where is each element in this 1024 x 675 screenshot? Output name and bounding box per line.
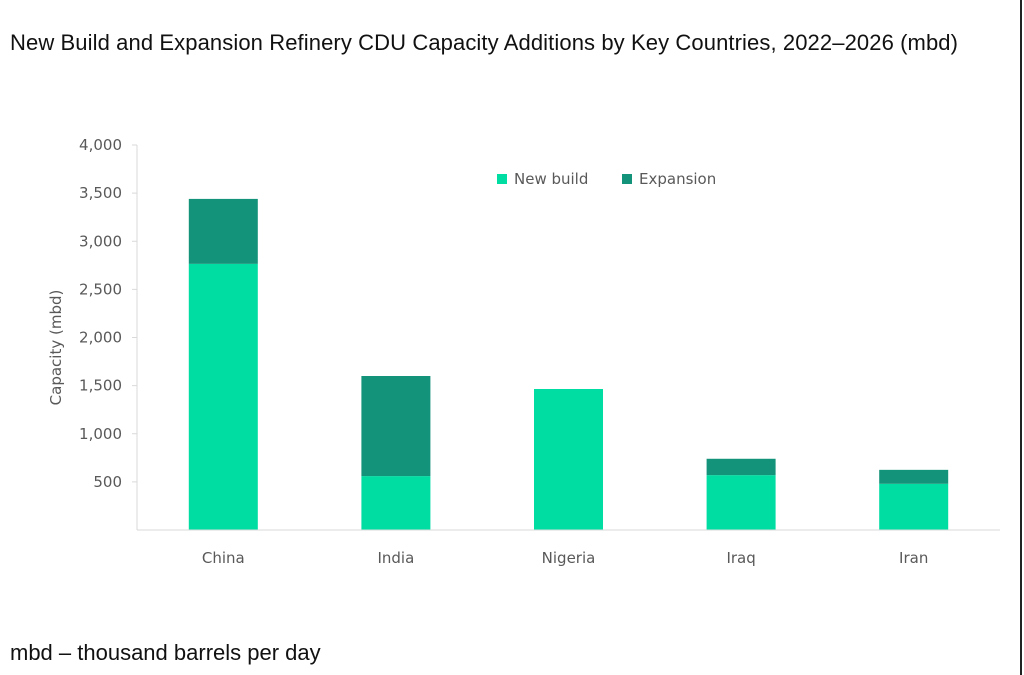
x-axis: China India Nigeria Iraq Iran [137, 529, 1000, 567]
x-tick-label-nigeria: Nigeria [542, 549, 596, 567]
x-tick-label-india: India [377, 549, 414, 567]
x-tick-label-china: China [202, 549, 245, 567]
stacked-bar-chart: 500 1,000 1,500 2,000 2,500 3,000 3,500 4,000 C… [47, 136, 1000, 567]
legend-swatch-new-build [497, 174, 507, 184]
x-tick-label-iran: Iran [899, 549, 928, 567]
bar-india-new-build [361, 476, 431, 530]
y-tick-label: 2,500 [79, 280, 122, 298]
bar-china-new-build [188, 263, 258, 530]
y-tick-label: 3,500 [79, 184, 122, 202]
bar-iraq-expansion [706, 458, 776, 476]
y-tick-label: 2,000 [79, 329, 122, 347]
y-tick-label: 1,000 [79, 425, 122, 443]
bar-iran-expansion [879, 469, 949, 484]
bar-iraq-new-build [706, 475, 776, 530]
legend-label-new-build: New build [514, 170, 588, 188]
legend-label-expansion: Expansion [639, 170, 716, 188]
y-tick-label: 3,000 [79, 232, 122, 250]
bar-iran-new-build [879, 483, 949, 530]
footnote: mbd – thousand barrels per day [10, 640, 321, 665]
legend-swatch-expansion [622, 174, 632, 184]
frame-border [1020, 0, 1022, 675]
y-tick-label: 4,000 [79, 136, 122, 154]
bars [188, 198, 949, 530]
legend: New build Expansion [497, 170, 716, 188]
bar-china-expansion [188, 198, 258, 264]
x-tick-label-iraq: Iraq [726, 549, 755, 567]
y-tick-label: 1,500 [79, 377, 122, 395]
y-axis-title: Capacity (mbd) [47, 290, 65, 406]
y-axis: 500 1,000 1,500 2,000 2,500 3,000 3,500 4,000 [79, 136, 138, 530]
chart-title: New Build and Expansion Refinery CDU Cap… [10, 30, 959, 55]
y-tick-label: 500 [93, 473, 122, 491]
bar-nigeria-new-build [534, 388, 603, 530]
bar-india-expansion [361, 376, 431, 477]
